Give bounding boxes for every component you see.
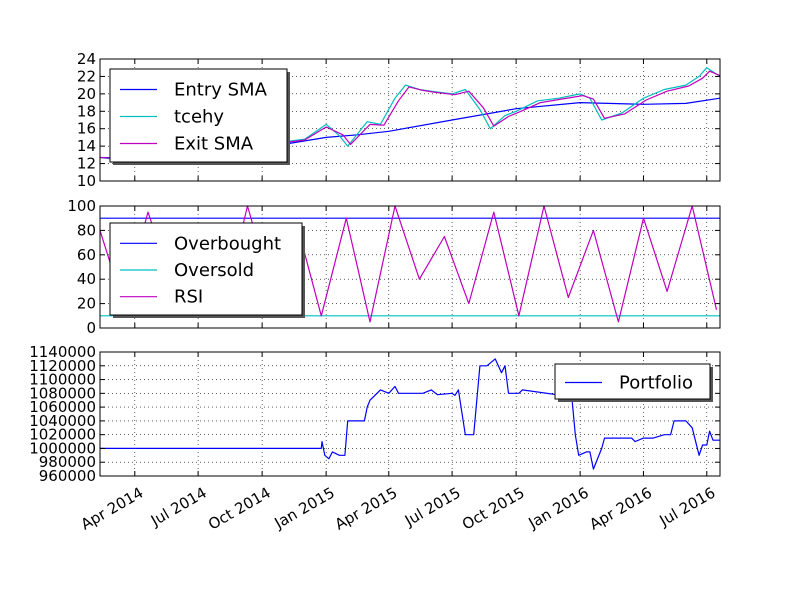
y-tick-label: 1140000 <box>29 343 96 361</box>
legend-box <box>109 222 303 316</box>
y-tick-label: 1040000 <box>29 412 96 430</box>
y-tick-label: 1000000 <box>29 439 96 457</box>
y-tick-label: 960000 <box>39 467 96 485</box>
y-tick-label: 0 <box>86 319 96 337</box>
portfolio-y-ticks: 9600009800001000000102000010400001060000… <box>29 343 720 485</box>
y-tick-label: 1060000 <box>29 398 96 416</box>
legend-label: Portfolio <box>619 373 693 394</box>
y-tick-label: 12 <box>77 155 96 173</box>
y-tick-label: 40 <box>77 270 96 288</box>
y-tick-label: 1100000 <box>29 371 96 389</box>
y-tick-label: 980000 <box>39 453 96 471</box>
rsi-x-ticks <box>134 206 708 328</box>
legend-label: RSI <box>174 287 203 308</box>
series-line-portfolio <box>100 358 720 470</box>
rsi-plot-border <box>99 205 721 329</box>
rsi-y-ticks: 0 20 40 60 80 100 <box>67 197 720 337</box>
y-tick-label: 80 <box>77 221 96 239</box>
y-tick-label: 16 <box>77 120 96 138</box>
portfolio-legend: Portfolio <box>554 363 713 402</box>
legend-label: Overbought <box>174 233 281 254</box>
y-tick-label: 60 <box>77 246 96 264</box>
price-plot-border <box>99 58 721 182</box>
legend-label: tcehy <box>174 107 224 128</box>
legend-box <box>554 363 711 400</box>
legend-label: Entry SMA <box>174 80 268 101</box>
y-tick-label: 20 <box>77 295 96 313</box>
legend-box <box>109 68 288 163</box>
y-tick-label: 1080000 <box>29 384 96 402</box>
portfolio-plot-border <box>99 351 721 477</box>
y-tick-label: 10 <box>77 172 96 190</box>
portfolio-panel: 9600009800001000000102000010400001060000… <box>29 343 721 534</box>
y-tick-label: 14 <box>77 137 96 155</box>
portfolio-x-ticks <box>134 352 708 476</box>
y-tick-label: 100 <box>67 197 96 215</box>
portfolio-series <box>100 358 720 470</box>
rsi-panel: 0 20 40 60 80 100 Overbought Oversold RSI <box>67 197 721 337</box>
y-tick-label: 22 <box>77 67 96 85</box>
legend-label: Exit SMA <box>174 134 254 155</box>
y-tick-label: 18 <box>77 102 96 120</box>
y-tick-label: 1020000 <box>29 426 96 444</box>
rsi-legend: Overbought Oversold RSI <box>109 222 305 318</box>
legend-label: Oversold <box>174 260 254 281</box>
y-tick-label: 20 <box>77 85 96 103</box>
price-legend: Entry SMA tcehy Exit SMA <box>109 68 290 165</box>
y-tick-label: 24 <box>77 50 96 68</box>
price-x-ticks <box>134 59 708 181</box>
y-tick-label: 1120000 <box>29 357 96 375</box>
